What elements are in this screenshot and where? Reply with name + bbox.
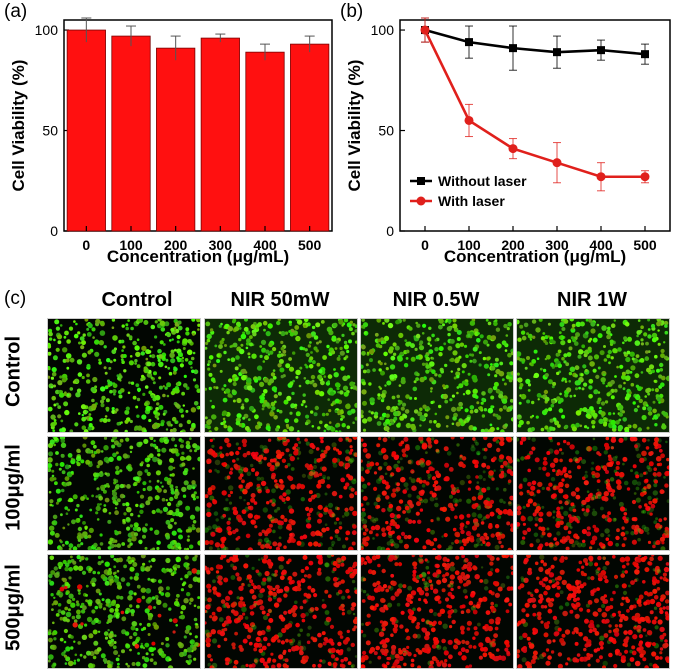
point-circle [596, 172, 606, 182]
legend-label-1: With laser [438, 193, 505, 209]
bar-200 [156, 47, 196, 232]
x-tick-label-100: 100 [457, 237, 481, 253]
bar-0 [66, 29, 106, 232]
micrograph-1-3 [516, 436, 670, 551]
micrograph-0-2 [360, 318, 514, 433]
y-tick-label-2: 100 [371, 22, 395, 38]
micrograph-0-0 [47, 318, 201, 433]
x-tick-label-300: 300 [545, 237, 569, 253]
micrograph-2-0 [47, 554, 201, 669]
row-header-100ug: 100μg/ml [2, 444, 25, 531]
micrograph-1-1 [204, 436, 358, 551]
x-tick-label-500: 500 [633, 237, 657, 253]
point-circle [420, 25, 430, 35]
x-tick-label-400: 400 [253, 237, 277, 253]
micrograph-2-1 [204, 554, 358, 669]
y-tick-label-0: 0 [50, 223, 58, 239]
x-tick-label-400: 400 [589, 237, 613, 253]
bar-chart-a: 0 50 100 0 100 200 300 400 500 Concentration (μg/… [9, 17, 333, 266]
micrograph-1-2 [360, 436, 514, 551]
point-circle [464, 115, 474, 125]
point-square [641, 50, 649, 59]
micrograph-grid: Control NIR 50mW NIR 0.5W NIR 1W Control… [0, 283, 679, 671]
panel-label-b: (b) [340, 1, 364, 22]
bar-100 [111, 35, 151, 232]
panel-label-c: (c) [4, 288, 27, 309]
x-tick-label-300: 300 [209, 237, 233, 253]
column-header-nir-1w: NIR 1W [557, 289, 627, 311]
legend-label-0: Without laser [438, 173, 527, 189]
legend-marker-1 [416, 196, 426, 206]
line-chart-b: 0 50 100 0 100 200 300 400 500 Without laser With … [345, 17, 671, 266]
y-axis-label: Cell Viability (%) [345, 60, 364, 192]
plot-frame [63, 19, 333, 232]
micrograph-1-0 [47, 436, 201, 551]
x-tick-label-0: 0 [421, 237, 429, 253]
x-tick-label-100: 100 [119, 237, 143, 253]
row-header-500ug: 500μg/ml [2, 564, 25, 651]
bar-500 [290, 43, 330, 232]
point-square [553, 48, 561, 57]
point-circle [508, 144, 518, 154]
point-circle [552, 158, 562, 168]
point-square [509, 44, 517, 53]
y-tick-label-2: 100 [35, 22, 59, 38]
series-line-0 [424, 28, 646, 56]
micrograph-2-3 [516, 554, 670, 669]
bar-400 [245, 51, 285, 232]
bar-300 [200, 37, 240, 232]
micrograph-2-2 [360, 554, 514, 669]
legend-marker-0 [417, 177, 425, 185]
x-axis-label: Concentration (μg/mL) [107, 247, 289, 266]
x-axis-label: Concentration (μg/mL) [444, 247, 626, 266]
point-square [465, 38, 473, 47]
point-circle [640, 172, 650, 182]
micrograph-0-3 [516, 318, 670, 433]
column-header-nir-50mw: NIR 50mW [230, 289, 330, 311]
column-header-control: Control [101, 289, 173, 311]
row-header-control: Control [2, 335, 25, 408]
column-header-nir-0-5w: NIR 0.5W [392, 289, 480, 311]
y-tick-label-1: 50 [378, 123, 394, 139]
panel-label-a: (a) [4, 1, 28, 22]
point-square [597, 46, 605, 55]
y-tick-label-1: 50 [42, 123, 58, 139]
x-tick-label-0: 0 [82, 237, 90, 253]
x-tick-label-200: 200 [164, 237, 188, 253]
x-tick-label-500: 500 [298, 237, 322, 253]
series-line-1 [423, 29, 645, 179]
y-axis-label: Cell Viability (%) [9, 60, 28, 192]
y-tick-label-0: 0 [386, 223, 394, 239]
plot-frame [399, 19, 671, 232]
micrograph-0-1 [204, 318, 358, 433]
x-tick-label-200: 200 [501, 237, 525, 253]
